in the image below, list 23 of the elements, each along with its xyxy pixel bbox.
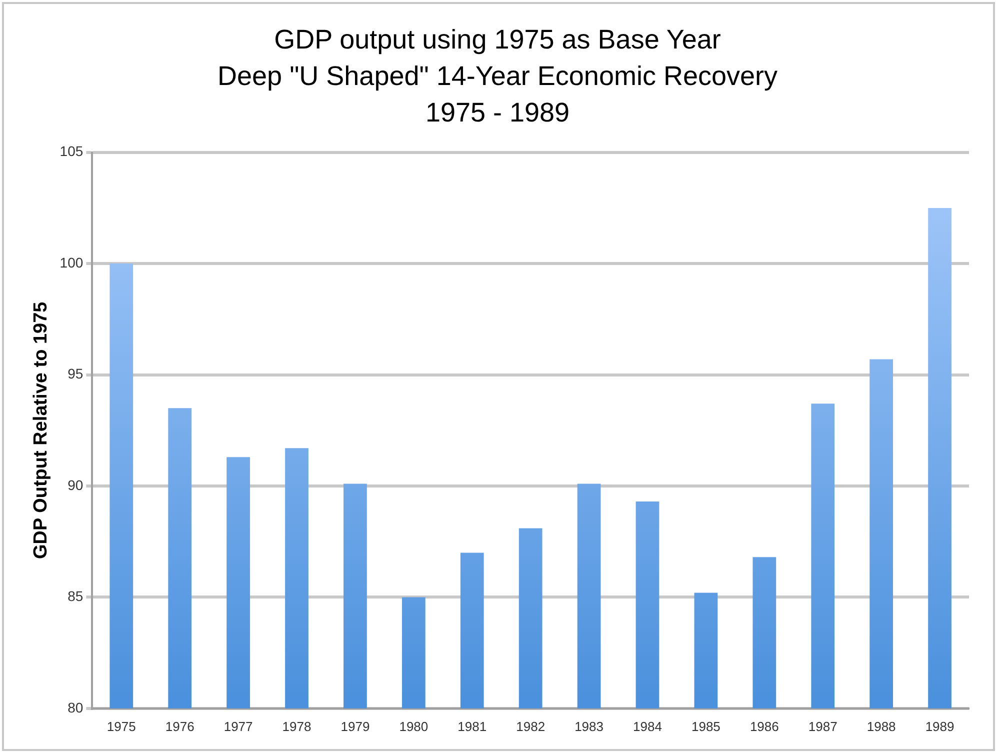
x-tick-label: 1982	[516, 718, 546, 734]
x-tick-label: 1979	[340, 718, 370, 734]
x-tick-label: 1987	[808, 718, 838, 734]
x-tick-label: 1981	[458, 718, 487, 734]
x-tick-label: 1988	[866, 718, 896, 734]
x-tick-label: 1984	[633, 718, 662, 734]
y-tick-label: 95	[68, 366, 84, 382]
x-tick-label: 1976	[165, 718, 194, 734]
x-tick-label: 1986	[750, 718, 779, 734]
chart-title: GDP output using 1975 as Base Year Deep "U Shaped" 14-Year Economic Recovery 1975 - 1989	[218, 24, 778, 128]
y-tick-label: 100	[60, 254, 84, 270]
y-tick-label: 90	[68, 476, 84, 493]
y-tick-label: 85	[68, 588, 84, 604]
y-tick-label: 80	[68, 699, 84, 716]
x-tick-label: 1980	[399, 718, 428, 734]
x-tick-label: 1975	[106, 718, 136, 734]
x-tick-label: 1989	[925, 718, 954, 734]
x-tick-label: 1985	[691, 718, 720, 734]
x-tick-label: 1977	[224, 718, 253, 734]
x-tick-label: 1978	[282, 718, 312, 734]
y-tick-label: 105	[60, 143, 84, 160]
y-axis-title: GDP Output Relative to 1975	[30, 301, 52, 560]
x-tick-label: 1983	[574, 718, 604, 734]
